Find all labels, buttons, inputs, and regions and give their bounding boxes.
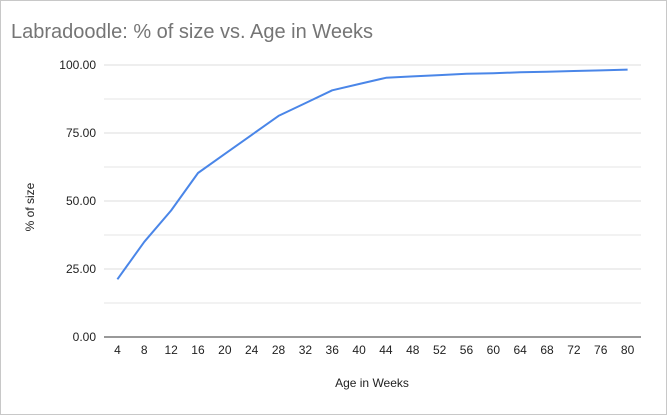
y-axis-ticks: 100.00 75.00 50.00 25.00 0.00	[59, 58, 96, 344]
y-axis-label: % of size	[23, 182, 37, 231]
x-tick-label: 20	[218, 343, 232, 357]
x-tick-label: 76	[594, 343, 608, 357]
x-tick-label: 36	[326, 343, 340, 357]
x-axis-label: Age in Weeks	[335, 376, 409, 390]
x-tick-label: 48	[406, 343, 420, 357]
x-tick-label: 72	[567, 343, 581, 357]
chart-title: Labradoodle: % of size vs. Age in Weeks	[11, 21, 374, 43]
x-tick-label: 28	[272, 343, 286, 357]
y-tick-label: 100.00	[59, 58, 96, 72]
x-tick-label: 44	[379, 343, 393, 357]
x-axis-ticks: 4 8 12 16 20 24 28 32 36 40 44 48 52 56 60 64 68 72 76 80	[114, 343, 634, 357]
x-tick-label: 56	[460, 343, 474, 357]
x-tick-label: 60	[487, 343, 501, 357]
series-line	[116, 68, 628, 280]
x-tick-label: 12	[164, 343, 178, 357]
x-tick-label: 40	[352, 343, 366, 357]
x-tick-label: 68	[540, 343, 554, 357]
x-tick-label: 24	[245, 343, 259, 357]
x-tick-label: 4	[114, 343, 121, 357]
gridlines	[104, 64, 641, 304]
y-tick-label: 0.00	[73, 330, 97, 344]
y-tick-label: 50.00	[66, 194, 96, 208]
y-tick-label: 75.00	[66, 126, 96, 140]
y-tick-label: 25.00	[66, 262, 96, 276]
x-tick-label: 8	[141, 343, 148, 357]
x-tick-label: 16	[191, 343, 205, 357]
x-tick-label: 80	[621, 343, 635, 357]
x-tick-label: 64	[513, 343, 527, 357]
x-tick-label: 52	[433, 343, 447, 357]
x-tick-label: 32	[299, 343, 313, 357]
